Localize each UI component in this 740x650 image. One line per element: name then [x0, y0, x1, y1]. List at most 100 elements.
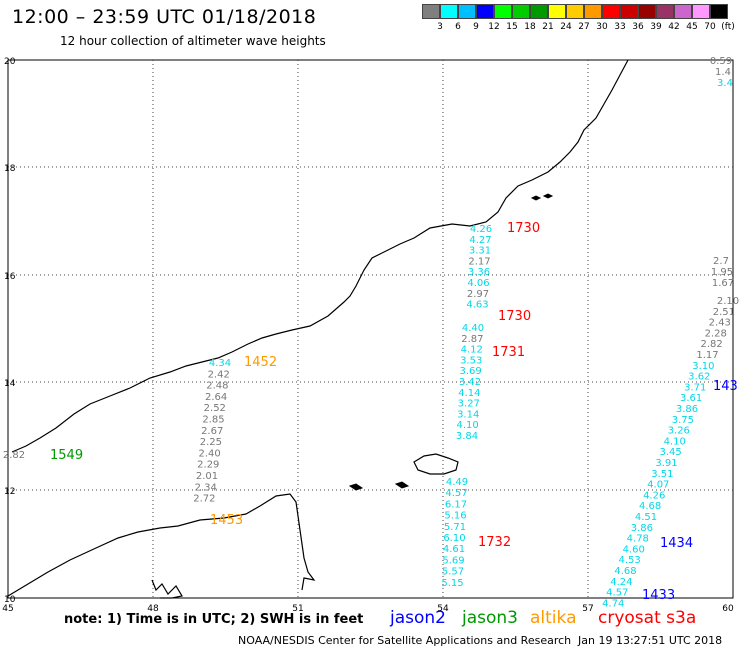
legend-level: 21 [542, 22, 554, 32]
legend-swatch [548, 4, 566, 19]
satellite-cryosat: cryosat s3a [598, 608, 697, 628]
wave-height-value: 3.31 [469, 246, 491, 257]
legend-level: 30 [596, 22, 608, 32]
wave-height-value: 4.34 [209, 358, 231, 369]
legend-swatch [440, 4, 458, 19]
wave-height-value: 3.36 [468, 267, 490, 278]
wave-height-value: 4.68 [639, 501, 661, 512]
legend-level: 42 [668, 22, 680, 32]
wave-height-value: 1.95 [711, 267, 733, 278]
legend-swatch [512, 4, 530, 19]
pass-time-label: 143 [713, 379, 738, 394]
legend-level: 12 [488, 22, 500, 32]
coastline-africa [7, 493, 316, 597]
wave-height-value: 3.27 [458, 399, 480, 410]
wave-height-value: 2.85 [202, 415, 224, 426]
wave-height-value: 2.52 [204, 403, 226, 414]
wave-height-value: 4.74 [602, 598, 624, 609]
wave-height-value: 2.51 [713, 307, 735, 318]
legend-swatch [422, 4, 440, 19]
legend-swatch [476, 4, 494, 19]
legend-level: 27 [578, 22, 590, 32]
satellite-jason3: jason3 [462, 608, 518, 628]
wave-height-value: 3.86 [631, 523, 653, 534]
legend-level: 6 [455, 22, 461, 32]
timestamp: Jan 19 13:27:51 UTC 2018 [578, 634, 723, 647]
satellite-altika: altika [530, 608, 577, 628]
y-tick-label: 20 [4, 57, 16, 67]
wave-height-value: 2.97 [467, 289, 489, 300]
wave-height-value: 3.51 [651, 469, 673, 480]
pass-time-label: 1452 [244, 355, 277, 370]
wave-height-value: 3.75 [672, 415, 694, 426]
wave-height-value: 3.42 [459, 377, 481, 388]
y-tick-label: 16 [4, 272, 16, 282]
x-tick-label: 57 [582, 604, 593, 614]
wave-height-value: 2.82 [700, 339, 722, 350]
legend-swatch [602, 4, 620, 19]
pass-time-label: 1732 [478, 535, 511, 550]
coastline-somalia-tip [151, 579, 183, 599]
wave-height-value: 5.16 [444, 511, 466, 522]
wave-height-value: 2.64 [205, 392, 227, 403]
y-tick-label: 14 [4, 379, 16, 389]
wave-height-value: 4.10 [456, 420, 478, 431]
wave-height-value: 3.91 [655, 458, 677, 469]
wave-height-value: 4.26 [470, 224, 492, 235]
wave-height-value: 4.63 [466, 300, 488, 311]
wave-height-value: 3.53 [460, 355, 482, 366]
legend-swatch [692, 4, 710, 19]
wave-height-value: 3.26 [668, 426, 690, 437]
wave-height-value: 3.4 [717, 78, 733, 89]
wave-height-value: 3.61 [680, 393, 702, 404]
legend-swatch [530, 4, 548, 19]
wave-height-value: 4.24 [610, 577, 632, 588]
wave-height-value: 1.4 [715, 67, 731, 78]
wave-height-value: 2.40 [198, 448, 220, 459]
axis-ticks: 45 48 51 54 57 60 20 18 16 14 12 10 [2, 57, 734, 614]
islets-north [530, 193, 554, 201]
satellite-jason2: jason2 [390, 608, 446, 628]
wave-height-value: 3.14 [457, 409, 479, 420]
pass-time-label: 1730 [507, 221, 540, 236]
wave-height-value: 2.28 [705, 328, 727, 339]
note-text: note: 1) Time is in UTC; 2) SWH is in fe… [64, 612, 364, 627]
legend-level: 15 [506, 22, 518, 32]
wave-height-value: 2.34 [195, 482, 217, 493]
wave-height-value: 4.40 [462, 323, 484, 334]
legend-level: 45 [686, 22, 698, 32]
wave-height-value: 2.48 [206, 381, 228, 392]
wave-height-value: 2.7 [713, 256, 729, 267]
wave-height-value: 2.17 [468, 256, 490, 267]
island-socotra [413, 453, 459, 475]
legend-swatch [566, 4, 584, 19]
map-grid [8, 60, 733, 598]
legend-swatch [494, 4, 512, 19]
legend-swatch [638, 4, 656, 19]
wave-height-value: 5.15 [441, 578, 463, 589]
wave-height-value: 4.27 [469, 235, 491, 246]
x-tick-label: 45 [2, 604, 13, 614]
wave-height-value: 2.25 [200, 437, 222, 448]
wave-height-value: 4.51 [635, 512, 657, 523]
wave-height-value: 4.57 [445, 488, 467, 499]
legend-level: 36 [632, 22, 644, 32]
wave-height-value: 4.60 [623, 544, 645, 555]
wave-height-value: 5.69 [442, 555, 464, 566]
wave-height-value: 4.78 [627, 534, 649, 545]
wave-height-value: 3.10 [692, 361, 714, 372]
wave-height-value: 2.87 [461, 334, 483, 345]
legend-level: 39 [650, 22, 662, 32]
legend-swatch [620, 4, 638, 19]
legend-level: 70 [704, 22, 716, 32]
y-tick-label: 18 [4, 164, 16, 174]
legend-swatch [458, 4, 476, 19]
pass-time-label: 1433 [642, 588, 675, 603]
legend-level: (ft) [721, 22, 735, 32]
islets-south [348, 481, 410, 491]
y-tick-label: 12 [4, 487, 15, 497]
wave-height-value: 0.59 [710, 56, 732, 67]
wave-height-value: 5.57 [442, 567, 464, 578]
coastline-arabia [11, 59, 629, 453]
